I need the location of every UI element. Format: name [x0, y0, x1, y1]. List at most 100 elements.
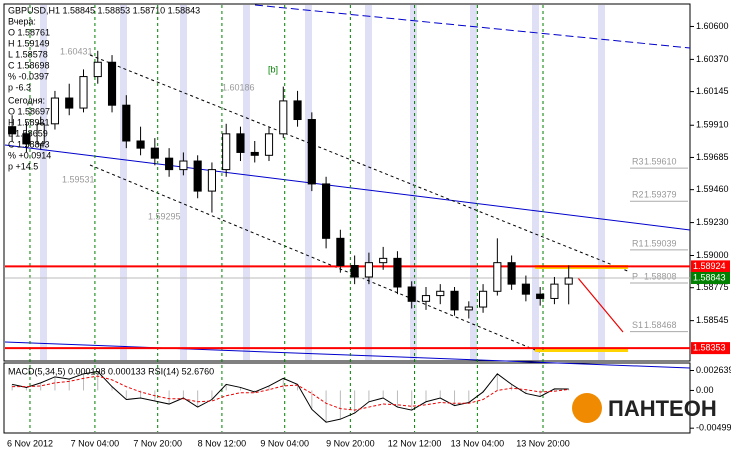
- indicator-title: MACD(5,34,5) 0.000198 0.000133 RSI(14) 5…: [8, 366, 214, 376]
- candle-body: [379, 257, 388, 264]
- candle-body: [350, 265, 359, 278]
- price-box-label: 1.58843: [693, 272, 726, 282]
- session-band: [470, 5, 477, 360]
- channel-line: [4, 144, 691, 231]
- pivot-value: 1.58808: [644, 271, 677, 281]
- candle-body: [507, 262, 516, 285]
- candle-body: [165, 157, 174, 171]
- x-tick-label: 12 Nov 12:00: [388, 438, 442, 448]
- logo-icon: [572, 393, 602, 423]
- candle-body: [236, 133, 245, 153]
- candle-body: [564, 277, 573, 285]
- candle-body: [93, 61, 102, 78]
- x-tick-label: 13 Nov 20:00: [516, 438, 570, 448]
- session-band: [120, 5, 127, 360]
- candle-body: [36, 123, 45, 145]
- session-band: [598, 5, 605, 360]
- info-line: H 1.59149: [8, 38, 50, 48]
- info-line: L 1.58659: [8, 128, 48, 138]
- info-line: O 1.58761: [8, 27, 50, 37]
- x-tick-label: 8 Nov 12:00: [198, 438, 247, 448]
- logo-text: ПАНТЕОН: [608, 396, 717, 421]
- x-tick-label: 13 Nov 04:00: [451, 438, 505, 448]
- candle-body: [8, 126, 17, 135]
- y-tick-label: 1.59685: [696, 152, 729, 162]
- y-tick-label: 1.59000: [696, 250, 729, 260]
- candle-body: [364, 262, 373, 278]
- x-tick-label: 7 Nov 20:00: [133, 438, 182, 448]
- candle-body: [479, 290, 488, 308]
- session-band: [410, 5, 417, 360]
- annotation: 1.60186: [222, 82, 255, 92]
- info-line: C 1.58843: [8, 139, 50, 149]
- session-band: [243, 5, 250, 360]
- main-frame: [3, 3, 691, 362]
- logo: ПАНТЕОН: [572, 393, 717, 423]
- candle-body: [250, 151, 259, 156]
- candle-body: [79, 76, 88, 109]
- x-tick-label: 6 Nov 2012: [7, 438, 53, 448]
- y2-tick-label: 0.002639: [696, 365, 731, 375]
- candle-body: [464, 306, 473, 311]
- price-box-label: 1.58924: [693, 261, 726, 271]
- y-tick-label: 1.59460: [696, 184, 729, 194]
- info-title: Вчера:: [8, 16, 36, 26]
- channel-line: [254, 4, 691, 49]
- signal-line: [12, 375, 569, 411]
- candle-body: [179, 160, 188, 171]
- y-tick-label: 1.58775: [696, 282, 729, 292]
- session-band: [180, 5, 187, 360]
- candle-body: [521, 283, 530, 295]
- pivot-name: R1: [632, 238, 644, 248]
- trend-line: [89, 54, 631, 273]
- price-box: [691, 260, 730, 273]
- info-line: L 1.58578: [8, 49, 48, 59]
- channel-line: [4, 341, 691, 369]
- sub-frame: [3, 362, 691, 434]
- y-tick-label: 1.59910: [696, 120, 729, 130]
- candle-body: [322, 183, 331, 239]
- annotation: [b]: [268, 64, 278, 74]
- macd-line: [12, 371, 569, 423]
- info-title: Сегодня:: [8, 95, 45, 105]
- price-box: [691, 271, 730, 284]
- forecast-line: [577, 277, 624, 333]
- candle-body: [107, 61, 117, 106]
- candle-body: [536, 293, 545, 299]
- candle-body: [50, 97, 60, 125]
- info-line: O 1.58697: [8, 106, 50, 116]
- candle-body: [279, 100, 288, 135]
- candle-body: [207, 169, 216, 192]
- pivot-name: R3: [632, 157, 644, 167]
- candle-body: [436, 290, 445, 297]
- candle-body: [393, 257, 402, 288]
- y-tick-label: 1.60145: [696, 86, 729, 96]
- candle-body: [307, 119, 316, 185]
- candle-body: [150, 147, 159, 159]
- session-band: [532, 5, 539, 360]
- y2-tick-label: -0.004994: [696, 423, 731, 433]
- session-band: [40, 5, 47, 360]
- candle-body: [193, 160, 202, 192]
- candle-body: [421, 295, 431, 302]
- candle-body: [122, 104, 131, 142]
- pivot-value: 1.59610: [644, 157, 677, 167]
- x-tick-label: 9 Nov 04:00: [260, 438, 309, 448]
- annotation: 1.60431: [60, 46, 93, 56]
- pivot-value: 1.59379: [644, 190, 677, 200]
- info-line: % +0.0914: [8, 150, 51, 160]
- info-line: C 1.58698: [8, 60, 50, 70]
- annotation: 1.59531: [62, 174, 95, 184]
- info-line: p -6.3: [8, 82, 31, 92]
- candle-body: [293, 100, 302, 121]
- pivot-value: 1.59039: [644, 238, 677, 248]
- candle-body: [407, 286, 416, 302]
- pivot-name: P: [632, 271, 638, 281]
- chart-title: GBPUSD,H1 1.58845 1.58853 1.58710 1.5884…: [8, 5, 200, 15]
- candle-body: [65, 97, 74, 109]
- pivot-value: 1.58468: [644, 320, 677, 330]
- y-tick-label: 1.59230: [696, 217, 729, 227]
- candle-body: [264, 133, 274, 156]
- y-tick-label: 1.58545: [696, 315, 729, 325]
